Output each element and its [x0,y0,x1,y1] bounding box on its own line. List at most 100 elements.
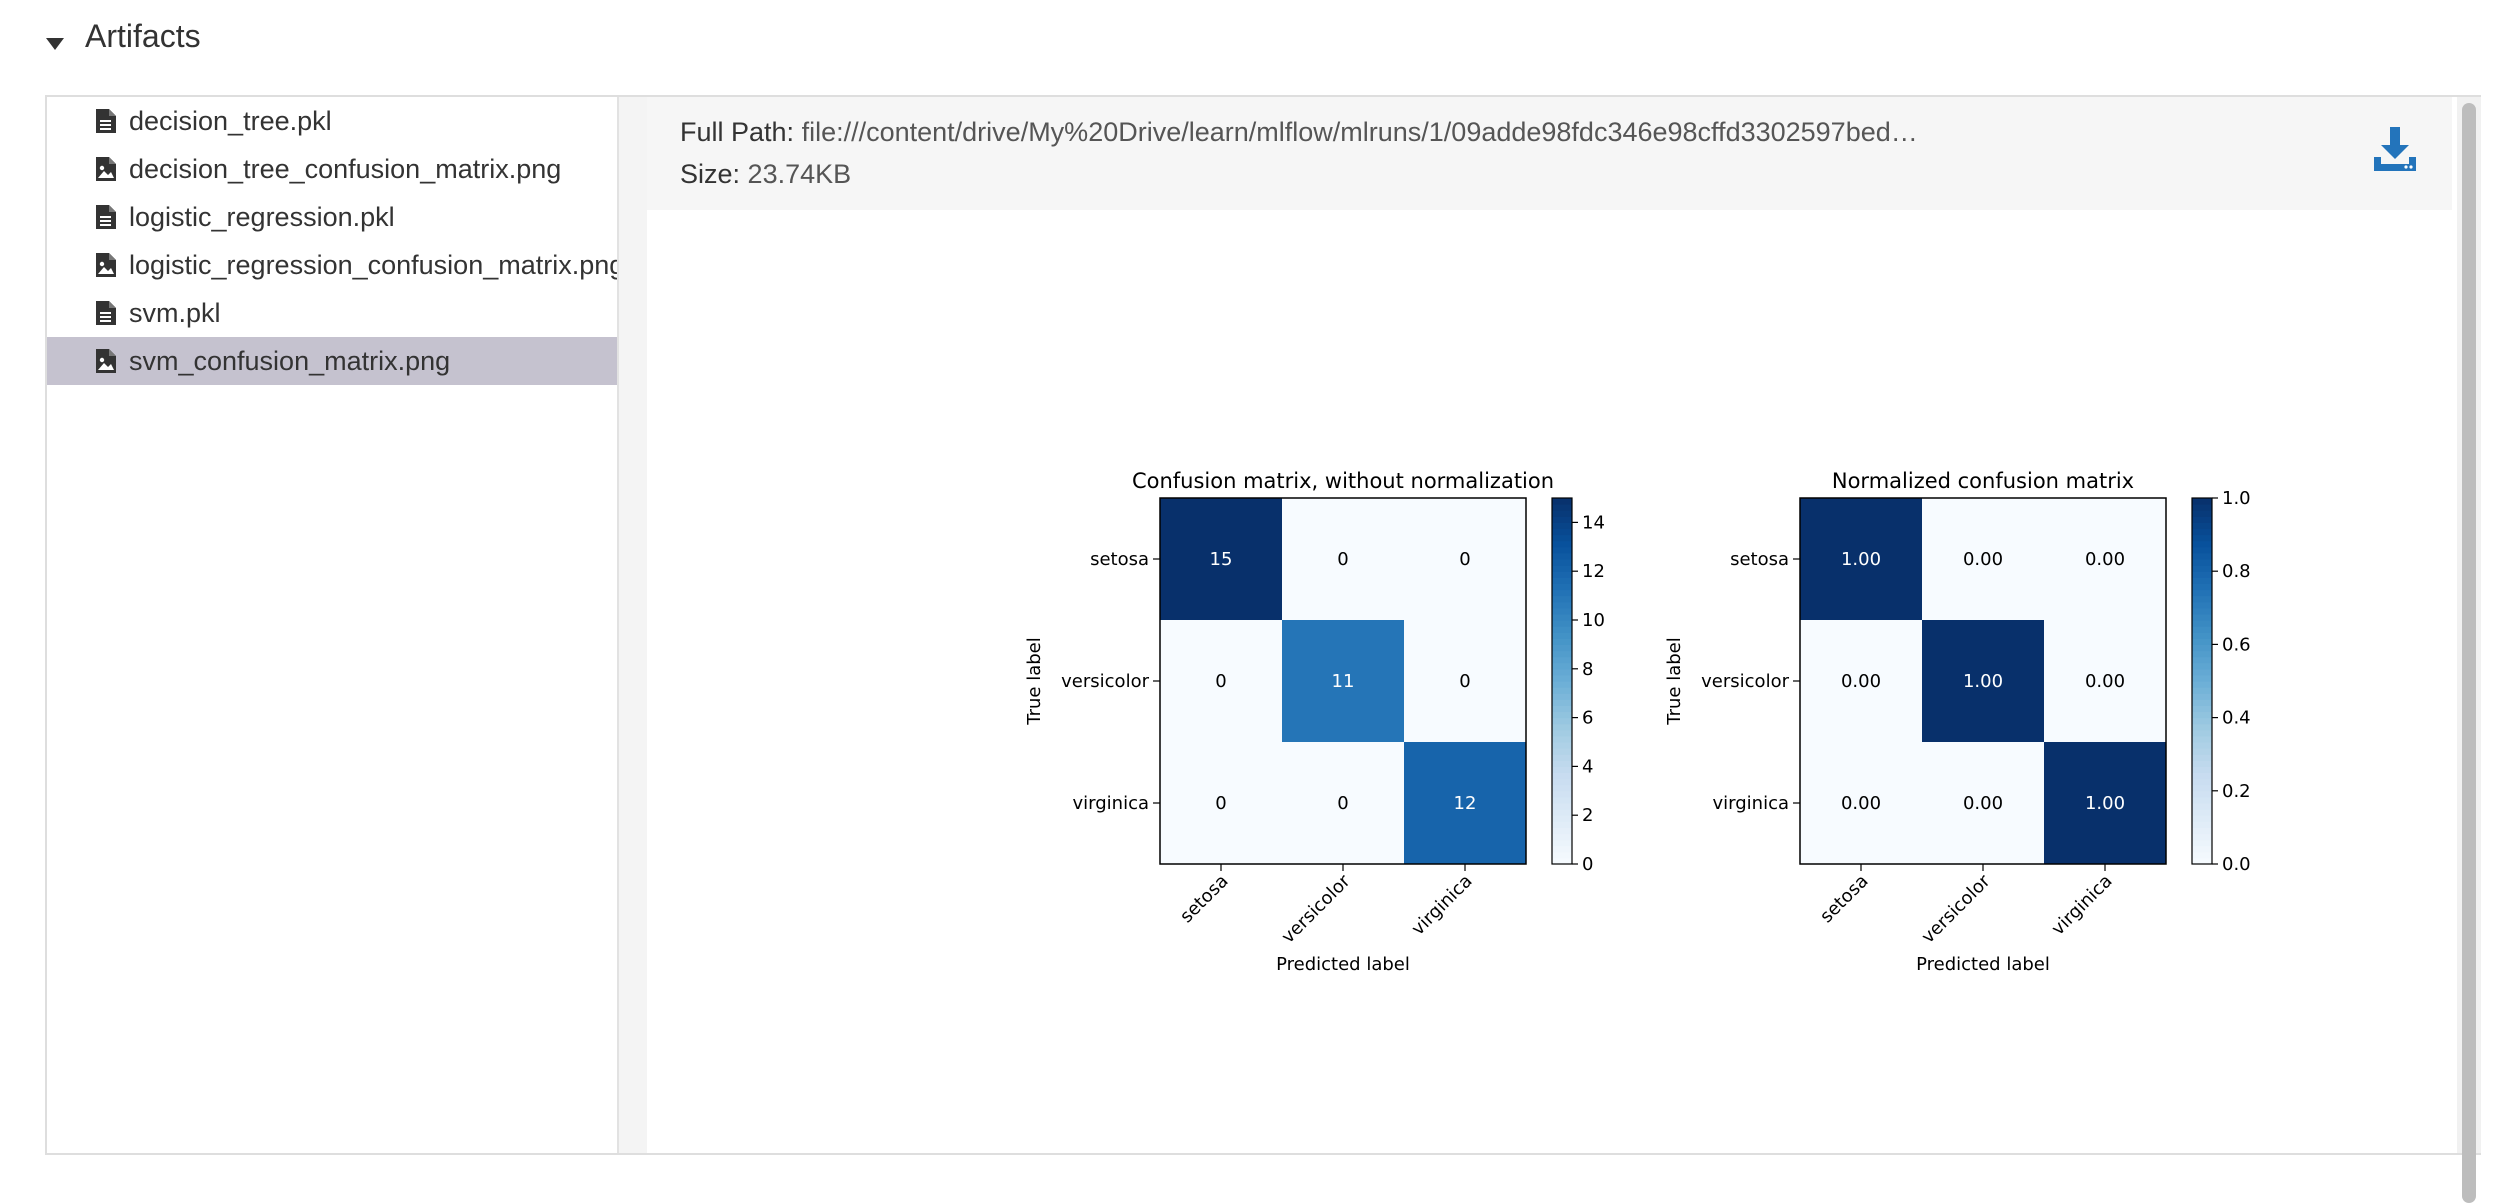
colorbar-tick-label: 0.6 [2222,634,2251,655]
file-name: logistic_regression_confusion_matrix.png [129,249,617,280]
file-icon [96,205,116,229]
tree-item-decision-tree-confusion-matrix-png[interactable]: decision_tree_confusion_matrix.png [47,145,617,193]
colorbar-segment [2192,601,2212,609]
full-path-label: Full Path: [680,117,795,147]
image-file-icon [96,157,116,181]
colorbar-segment [1552,833,1572,841]
colorbar-segment [1552,766,1572,774]
colorbar-segment [2192,723,2212,731]
colorbar-segment [2192,784,2212,792]
colorbar-segment [2192,595,2212,603]
colorbar-segment [2192,510,2212,517]
colorbar-segment [1552,784,1572,792]
colorbar-segment [2192,589,2212,597]
tree-item-logistic-regression-confusion-matrix-png[interactable]: logistic_regression_confusion_matrix.png [47,241,617,289]
colorbar-segment [2192,638,2212,645]
colorbar-segment [2192,546,2212,554]
colorbar-segment [2192,662,2212,670]
cell-value-label: 1.00 [1841,549,1881,570]
colorbar-tick-label: 8 [1582,659,1593,680]
colorbar-segment [1552,711,1572,719]
x-tick-label: versicolor [1278,870,1355,947]
colorbar-tick-label: 14 [1582,512,1605,533]
colorbar-segment [2192,583,2212,591]
colorbar-segment [1552,729,1572,737]
colorbar-tick-label: 12 [1582,561,1605,582]
cell-value-label: 0 [1459,671,1470,692]
x-tick-label: versicolor [1918,870,1995,947]
y-axis-label: True label [1024,637,1045,726]
heatmap-cell [1282,498,1404,620]
colorbar-segment [1552,821,1572,828]
file-name: decision_tree_confusion_matrix.png [129,153,562,184]
tree-item-decision-tree-pkl[interactable]: decision_tree.pkl [47,97,617,145]
cell-value-label: 0.00 [1963,549,2003,570]
download-icon[interactable] [2372,125,2418,173]
colorbar-segment [2192,565,2212,572]
colorbar-segment [2192,632,2212,639]
colorbar-segment [2192,626,2212,633]
x-tick-label: virginica [2048,871,2117,940]
colorbar-segment [2192,851,2212,859]
cell-value-label: 0 [1337,793,1348,814]
cell-value-label: 0.00 [2085,549,2125,570]
file-icon [96,301,116,325]
pane-divider[interactable] [619,97,647,1153]
colorbar-segment [1552,857,1572,865]
colorbar-segment [2192,827,2212,835]
caret-down-icon[interactable] [46,38,64,50]
file-name: svm_confusion_matrix.png [129,345,451,376]
colorbar-segment [1552,693,1572,700]
colorbar-segment [2192,540,2212,548]
colorbar-segment [1552,607,1572,615]
colorbar-segment [1552,546,1572,554]
tree-item-svm-pkl[interactable]: svm.pkl [47,289,617,337]
colorbar-segment [2192,668,2212,676]
colorbar-tick-label: 0.2 [2222,781,2251,802]
cell-value-label: 0 [1215,671,1226,692]
heatmap-cell [1404,620,1526,742]
colorbar-segment [1552,534,1572,542]
colorbar-segment [2192,845,2212,853]
colorbar-segment [1552,827,1572,835]
colorbar-segment [2192,552,2212,560]
vertical-scrollbar[interactable] [2457,97,2481,1203]
heatmap-cell [1404,498,1526,620]
tree-item-svm-confusion-matrix-png[interactable]: svm_confusion_matrix.png [47,337,617,385]
colorbar-segment [2192,748,2212,755]
colorbar-segment [2192,729,2212,737]
colorbar-segment [2192,681,2212,688]
scroll-thumb[interactable] [2462,103,2476,1203]
colorbar-segment [1552,735,1572,743]
colorbar-segment [2192,656,2212,664]
colorbar-segment [2192,650,2212,658]
colorbar-segment [1552,595,1572,603]
y-tick-label: virginica [1713,793,1790,814]
cell-value-label: 15 [1210,549,1233,570]
heatmap-cell [1404,742,1526,864]
heatmap-cell [1922,498,2044,620]
colorbar-segment [2192,559,2212,566]
colorbar-segment [2192,809,2212,816]
colorbar-segment [2192,699,2212,706]
colorbar-segment [2192,833,2212,841]
colorbar-segment [2192,516,2212,523]
heatmap-cell [1160,742,1282,864]
colorbar-segment [2192,778,2212,786]
heatmap-cell [1282,620,1404,742]
colorbar-tick-label: 0 [1582,854,1593,875]
heatmap-cell [1800,742,1922,864]
colorbar-segment [2192,796,2212,804]
confusion-matrix-figure: 15 0 0 0 11 0 0 0 12 Confusion matrix, without no… [1024,469,2251,975]
colorbar-tick-label: 6 [1582,708,1593,729]
tree-item-logistic-regression-pkl[interactable]: logistic_regression.pkl [47,193,617,241]
colorbar-segment [2192,839,2212,847]
colorbar-segment [1552,790,1572,798]
file-name: svm.pkl [129,297,221,328]
colorbar-segment [1552,613,1572,621]
colorbar-segment [2192,687,2212,694]
file-name: logistic_regression.pkl [129,201,395,232]
colorbar-segment [1552,583,1572,591]
artifacts-section-header[interactable]: Artifacts [0,10,600,70]
colorbar-segment [1552,796,1572,804]
